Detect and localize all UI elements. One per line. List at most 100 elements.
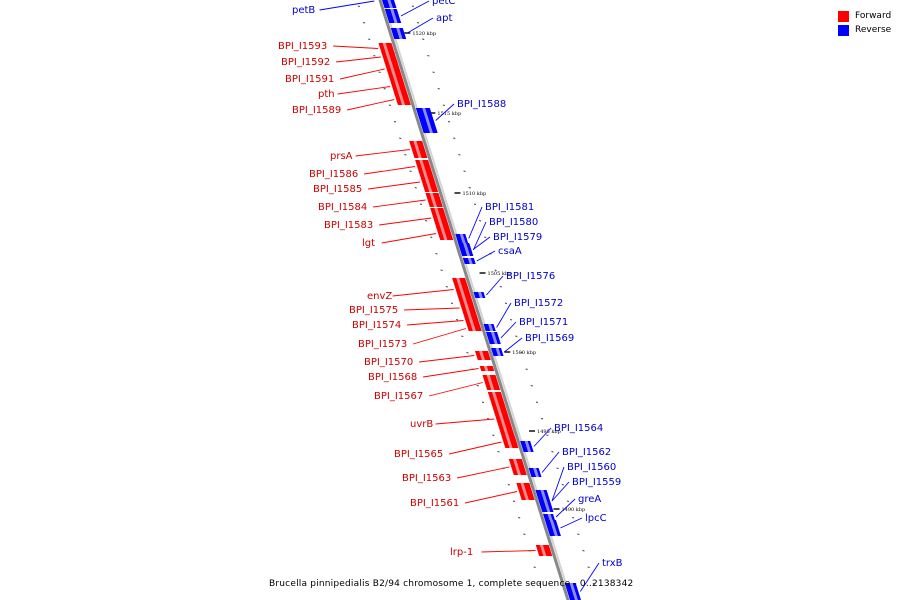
grid-dot-right [432,71,435,73]
legend-item-forward: Forward [838,9,891,23]
gene-uvrB [487,392,518,446]
forward-gene-label: BPI_I1561 [410,498,459,509]
label-leader [435,103,455,121]
forward-gene-label: BPI_I1575 [349,305,398,316]
grid-dot-left [357,5,361,7]
gene-BPI_I1575 [459,301,477,315]
gene-highlight [471,326,476,331]
gene-highlight [387,0,393,8]
label-leader [381,233,437,244]
grid-dot-right [572,517,575,519]
grid-dot-left [538,583,541,585]
forward-gene-label: envZ [367,291,392,302]
gene-highlight [398,94,406,105]
grid-dot-left [492,434,495,436]
grid-dot-left [393,121,397,123]
legend: Forward Reverse [838,9,891,37]
label-leader [551,466,565,502]
grid-dot-left [512,500,516,502]
grid-dot-right [494,269,497,271]
grid-dot-right [561,484,564,486]
label-leader [533,427,552,447]
grid-dot-left [430,236,433,238]
grid-dot-right [478,220,482,222]
grid-dot-right [442,104,446,106]
label-leader [347,99,395,111]
gene-highlight [483,366,489,371]
forward-gene-label: BPI_I1568 [368,372,417,383]
gene-highlight [491,392,512,446]
gene-apt [390,28,407,39]
gene-highlight [456,278,467,301]
forward-gene-label: BPI_I1584 [318,202,367,213]
label-leader [333,45,379,49]
reverse-gene-label: BPI_I1580 [489,217,538,228]
reverse-gene-label: BPI_I1569 [525,333,574,344]
grid-dot-right [541,418,544,420]
reverse-gene-label: BPI_I1560 [567,462,616,473]
gene-highlight [434,208,444,228]
label-leader [560,517,583,529]
gene-highlight [490,332,498,344]
label-leader [379,217,432,226]
gene-BPI_I1584 [425,193,443,207]
reverse-gene-label: BPI_I1564 [554,423,603,434]
forward-swatch [838,10,849,22]
grid-dot-right [458,154,461,156]
grid-dot-right [525,368,528,370]
forward-gene-label: BPI_I1593 [278,41,327,52]
forward-gene-label: BPI_I1565 [394,449,443,460]
grid-dot-left [481,401,485,403]
reverse-gene-label: trxB [602,558,623,569]
grid-dot-left [378,71,381,73]
grid-dot-right [509,319,513,321]
grid-dot-left [419,203,423,205]
label-leader [368,181,421,190]
tick-label: 1505 kbp [488,271,512,277]
grid-dot-left [523,533,526,535]
label-leader [496,302,512,328]
label-leader [435,418,495,425]
grid-dot-left [487,418,490,420]
gene-BPI_I1559 [535,490,554,512]
tick-label: 1490 kbp [561,507,585,513]
label-leader [555,498,576,518]
grid-dot-left [440,269,443,271]
gene-highlight [467,258,473,264]
grid-dot-right [577,533,580,535]
grid-dot-left [455,319,459,321]
gene-highlight [413,141,422,158]
gene-pth [389,78,408,95]
grid-dot-right [515,335,518,337]
forward-gene-label: BPI_I1585 [313,184,362,195]
forward-gene-label: BPI_I1570 [364,357,413,368]
gene-BPI_I1573 [467,326,482,331]
grid-dot-left [466,352,469,354]
forward-gene-label: uvrB [410,419,433,430]
gene-highlight [479,351,485,360]
grid-dot-right [520,352,523,354]
gene-highlight [495,348,502,356]
reverse-gene-label: BPI_I1581 [485,202,534,213]
gene-envZ [452,278,473,301]
grid-dot-left [399,137,402,139]
label-leader [476,250,496,262]
sequence-backbone [378,0,570,600]
grid-dot-left [362,22,366,24]
tick-label: 1520 kbp [412,31,436,37]
gene-highlight [540,490,551,512]
grid-dot-left [414,187,417,189]
grid-dot-left [518,517,521,519]
tick-label: 1515 kbp [437,111,461,117]
gene-highlight [419,160,427,173]
gene-BPI_I1588 [415,108,438,133]
gene-highlight [549,520,558,536]
legend-label-forward: Forward [855,11,892,21]
grid-dot-right [453,137,456,139]
forward-gene-label: BPI_I1583 [324,220,373,231]
gene-highlight [569,583,578,600]
gene-highlight [382,43,390,54]
gene-BPI_I1586 [415,160,433,173]
gene-highlight [533,468,539,477]
grid-dot-left [435,253,438,255]
